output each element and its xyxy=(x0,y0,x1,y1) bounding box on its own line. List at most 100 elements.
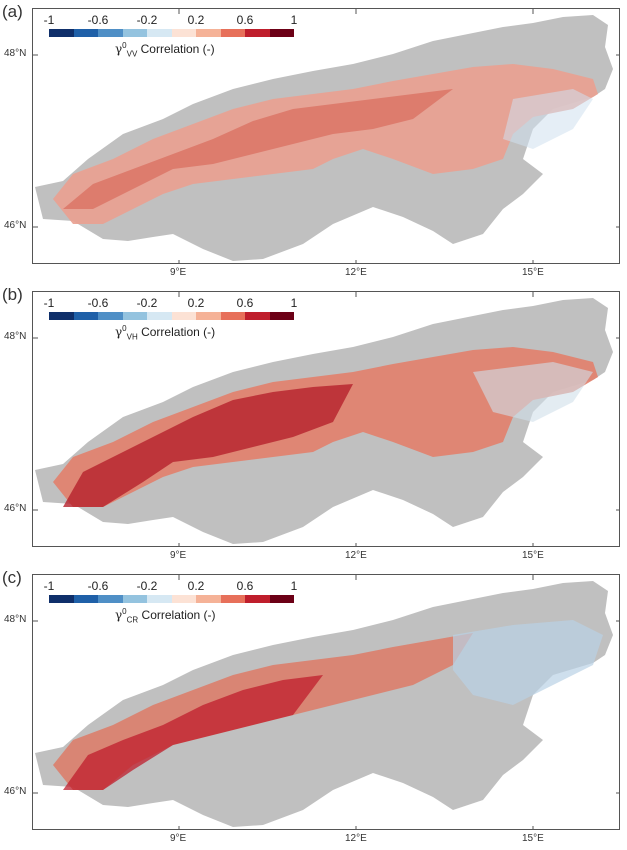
colorbar-swatch xyxy=(171,312,196,320)
lat-label: 48°N xyxy=(4,614,27,625)
colorbar-swatch xyxy=(220,312,245,320)
gamma-sub: VH xyxy=(126,332,138,342)
colorbar-tick: 0.6 xyxy=(236,13,254,27)
colorbar-ticks: -1 -0.6 -0.2 0.2 0.6 1 xyxy=(43,579,298,593)
colorbar-swatch xyxy=(73,29,98,37)
panel-label: (c) xyxy=(2,568,22,587)
tick-marks xyxy=(33,575,619,829)
lon-label: 15°E xyxy=(522,833,544,844)
colorbar-tick: 0.6 xyxy=(236,579,254,593)
colorbar-label: Correlation (-) xyxy=(141,325,216,339)
alps-map xyxy=(33,292,619,546)
colorbar-swatch xyxy=(98,312,123,320)
gamma-symbol: γ xyxy=(115,325,123,339)
colorbar-title: γ0CR Correlation (-) xyxy=(115,607,216,624)
correlation-overlay xyxy=(53,620,603,790)
colorbar-tick: -1 xyxy=(43,296,55,310)
colorbar-swatch xyxy=(147,595,172,603)
panel-label: (a) xyxy=(2,2,23,21)
lat-label: 46°N xyxy=(4,503,27,514)
gamma-sup: 0 xyxy=(122,324,127,333)
lat-label: 46°N xyxy=(4,786,27,797)
colorbar-tick: -1 xyxy=(43,579,55,593)
gamma-sup: 0 xyxy=(122,41,127,50)
colorbar-swatch xyxy=(171,595,196,603)
colorbar-title: γ0VH Correlation (-) xyxy=(115,324,215,341)
colorbar-swatch xyxy=(220,29,245,37)
colorbar-tick: 0.2 xyxy=(187,296,205,310)
colorbar-swatch xyxy=(49,595,74,603)
colorbar-tick: 0.2 xyxy=(187,579,205,593)
colorbar-tick: 1 xyxy=(290,296,298,310)
colorbar-tick: 0.6 xyxy=(236,296,254,310)
colorbar-swatch xyxy=(122,595,147,603)
lon-label: 15°E xyxy=(522,267,544,278)
tick-marks xyxy=(33,292,619,546)
colorbar-swatch xyxy=(49,29,74,37)
colorbar-bar xyxy=(49,595,294,603)
lon-label: 9°E xyxy=(170,267,187,278)
gamma-sub: VV xyxy=(126,49,138,59)
colorbar-tick: -0.6 xyxy=(87,579,109,593)
lon-label: 12°E xyxy=(345,833,367,844)
colorbar-swatch xyxy=(269,312,294,320)
colorbar-swatch xyxy=(147,29,172,37)
colorbar-swatch xyxy=(245,29,270,37)
colorbar-tick: 1 xyxy=(290,579,298,593)
lat-label: 46°N xyxy=(4,220,27,231)
gamma-sup: 0 xyxy=(122,607,127,616)
colorbar-swatch xyxy=(98,29,123,37)
lon-label: 12°E xyxy=(345,550,367,561)
colorbar-swatch xyxy=(196,29,221,37)
panel-label: (b) xyxy=(2,285,23,304)
lon-label: 15°E xyxy=(522,550,544,561)
colorbar-bar xyxy=(49,312,294,320)
colorbar-label: Correlation (-) xyxy=(141,608,216,622)
colorbar-tick: -1 xyxy=(43,13,55,27)
colorbar-swatch xyxy=(171,29,196,37)
colorbar-swatch xyxy=(73,595,98,603)
correlation-overlay xyxy=(53,64,598,224)
colorbar-swatch xyxy=(49,312,74,320)
colorbar-swatch xyxy=(196,312,221,320)
lon-label: 12°E xyxy=(345,267,367,278)
colorbar-swatch xyxy=(122,312,147,320)
colorbar-swatch xyxy=(220,595,245,603)
colorbar-tick: -0.2 xyxy=(136,13,158,27)
map-panel-b: -1 -0.6 -0.2 0.2 0.6 1 γ0VH Correlation … xyxy=(0,283,627,566)
colorbar-tick: 0.2 xyxy=(187,13,205,27)
alps-map xyxy=(33,9,619,263)
map-panel-a: -1 -0.6 -0.2 0.2 0.6 1 γ0VV Correlation … xyxy=(0,0,627,283)
lon-label: 9°E xyxy=(170,833,187,844)
colorbar-tick: -0.6 xyxy=(87,296,109,310)
lat-label: 48°N xyxy=(4,331,27,342)
map-frame: -1 -0.6 -0.2 0.2 0.6 1 γ0CR Correlation … xyxy=(32,574,620,830)
colorbar-swatch xyxy=(245,312,270,320)
lat-label: 48°N xyxy=(4,48,27,59)
colorbar-swatch xyxy=(122,29,147,37)
map-frame: -1 -0.6 -0.2 0.2 0.6 1 γ0VH Correlation … xyxy=(32,291,620,547)
colorbar-title: γ0VV Correlation (-) xyxy=(115,41,215,58)
colorbar-swatch xyxy=(147,312,172,320)
colorbar-swatch xyxy=(269,29,294,37)
colorbar-tick: -0.6 xyxy=(87,13,109,27)
colorbar-tick: 1 xyxy=(290,13,298,27)
colorbar-ticks: -1 -0.6 -0.2 0.2 0.6 1 xyxy=(43,13,298,27)
colorbar-bar xyxy=(49,29,294,37)
colorbar-tick: -0.2 xyxy=(136,579,158,593)
gamma-symbol: γ xyxy=(115,42,123,56)
colorbar-tick: -0.2 xyxy=(136,296,158,310)
colorbar-swatch xyxy=(98,595,123,603)
alps-map xyxy=(33,575,619,829)
colorbar-label: Correlation (-) xyxy=(140,42,215,56)
tick-marks xyxy=(33,9,619,263)
colorbar-swatch xyxy=(73,312,98,320)
gamma-symbol: γ xyxy=(115,608,123,622)
colorbar-swatch xyxy=(196,595,221,603)
map-frame: -1 -0.6 -0.2 0.2 0.6 1 γ0VV Correlation … xyxy=(32,8,620,264)
correlation-overlay xyxy=(53,347,598,507)
map-panel-c: -1 -0.6 -0.2 0.2 0.6 1 γ0CR Correlation … xyxy=(0,566,627,849)
lon-label: 9°E xyxy=(170,550,187,561)
colorbar-ticks: -1 -0.6 -0.2 0.2 0.6 1 xyxy=(43,296,298,310)
colorbar-swatch xyxy=(245,595,270,603)
